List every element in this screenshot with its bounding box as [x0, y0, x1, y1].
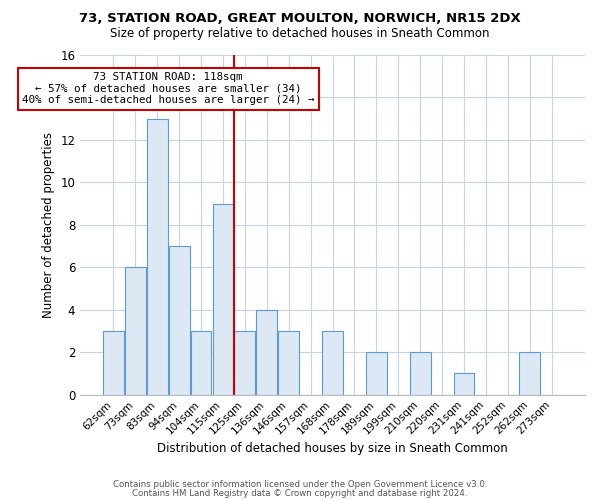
Bar — [169, 246, 190, 394]
Bar — [256, 310, 277, 394]
Text: 73 STATION ROAD: 118sqm
← 57% of detached houses are smaller (34)
40% of semi-de: 73 STATION ROAD: 118sqm ← 57% of detache… — [22, 72, 314, 105]
Text: Contains HM Land Registry data © Crown copyright and database right 2024.: Contains HM Land Registry data © Crown c… — [132, 488, 468, 498]
Bar — [212, 204, 233, 394]
Y-axis label: Number of detached properties: Number of detached properties — [41, 132, 55, 318]
Bar — [322, 331, 343, 394]
Bar — [103, 331, 124, 394]
Bar — [454, 374, 475, 394]
Text: Contains public sector information licensed under the Open Government Licence v3: Contains public sector information licen… — [113, 480, 487, 489]
Bar — [235, 331, 256, 394]
Bar — [366, 352, 387, 395]
Bar — [278, 331, 299, 394]
Text: Size of property relative to detached houses in Sneath Common: Size of property relative to detached ho… — [110, 28, 490, 40]
Bar — [520, 352, 540, 395]
Bar — [410, 352, 431, 395]
Bar — [191, 331, 211, 394]
Bar — [125, 268, 146, 394]
Text: 73, STATION ROAD, GREAT MOULTON, NORWICH, NR15 2DX: 73, STATION ROAD, GREAT MOULTON, NORWICH… — [79, 12, 521, 26]
X-axis label: Distribution of detached houses by size in Sneath Common: Distribution of detached houses by size … — [157, 442, 508, 455]
Bar — [147, 118, 167, 394]
